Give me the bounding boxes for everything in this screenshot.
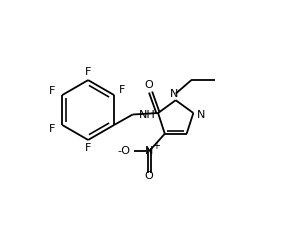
Text: N: N bbox=[170, 89, 178, 99]
Text: F: F bbox=[118, 85, 125, 95]
Text: N: N bbox=[145, 146, 153, 156]
Text: +: + bbox=[152, 141, 160, 151]
Text: F: F bbox=[49, 86, 55, 96]
Text: F: F bbox=[49, 124, 55, 134]
Text: N: N bbox=[197, 110, 205, 120]
Text: -O: -O bbox=[117, 146, 130, 156]
Text: NH: NH bbox=[139, 110, 156, 120]
Text: O: O bbox=[145, 81, 153, 91]
Text: F: F bbox=[85, 143, 91, 153]
Text: F: F bbox=[85, 67, 91, 77]
Text: O: O bbox=[145, 171, 154, 181]
